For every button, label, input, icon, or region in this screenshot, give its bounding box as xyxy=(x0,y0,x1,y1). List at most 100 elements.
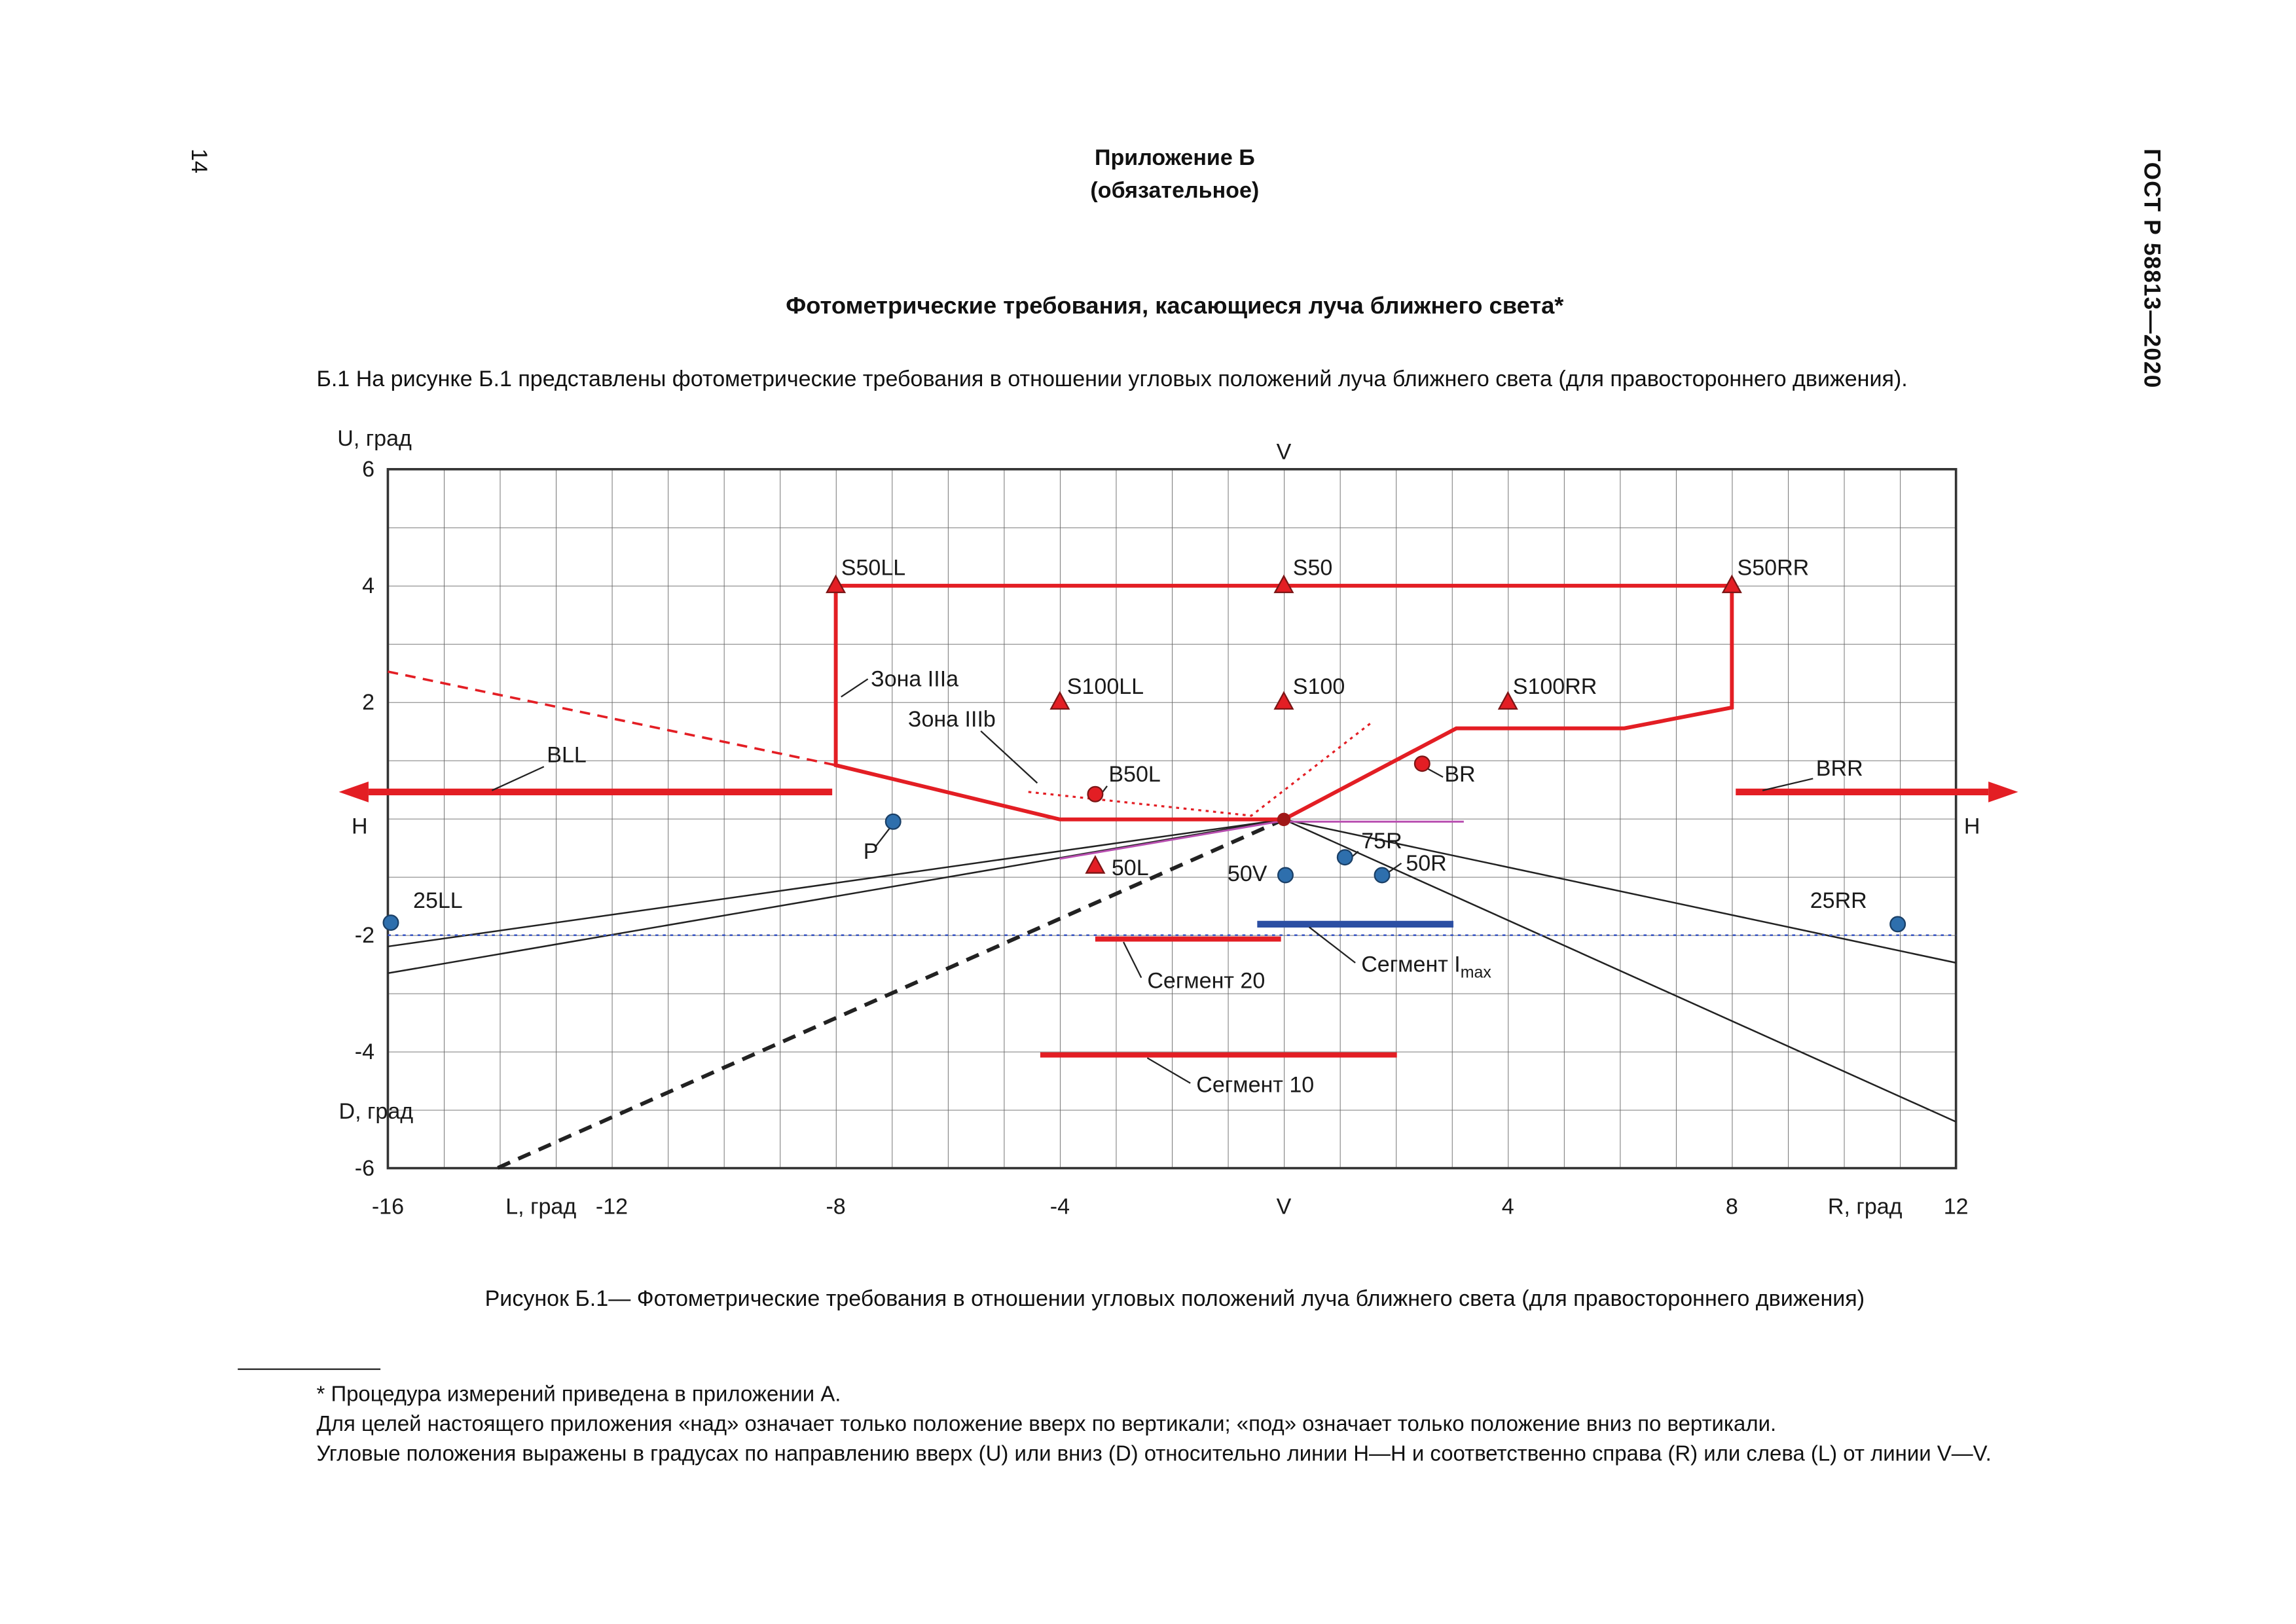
zone3a-leader xyxy=(841,678,869,698)
brr-leader xyxy=(1762,778,1813,791)
50r-label: 50R xyxy=(1406,851,1446,876)
point-s100-marker xyxy=(1273,691,1294,710)
bll-brr-lines xyxy=(338,781,2018,803)
figure-caption: Рисунок Б.1— Фотометрические требования … xyxy=(484,1286,1865,1312)
x-tick-m16: -16 xyxy=(372,1195,404,1219)
y-tick-m6: -6 xyxy=(355,1156,374,1181)
body-paragraph: Б.1 На рисунке Б.1 представлены фотометр… xyxy=(316,367,1908,393)
s50rr-label: S50RR xyxy=(1738,555,1810,580)
y-tick-m4: -4 xyxy=(355,1039,374,1064)
plot-border xyxy=(386,468,1958,1170)
dashed-ground-line xyxy=(497,818,1285,1170)
brr-right-arrow-icon xyxy=(1988,781,2018,803)
point-s50-marker xyxy=(1273,574,1294,594)
br-leader xyxy=(1426,767,1444,778)
bll-leader xyxy=(491,766,545,791)
zone3-boundary-line xyxy=(833,583,1734,821)
reference-lines xyxy=(388,818,1957,1170)
point-25rr-marker xyxy=(1889,916,1906,933)
segment-imax-prefix: Сегмент I xyxy=(1361,952,1461,977)
y-tick-6: 6 xyxy=(362,457,374,482)
point-50l-marker xyxy=(1085,855,1106,874)
segment-imax-subscript: max xyxy=(1461,964,1492,982)
footnote-1: * Процедура измерений приведена в прилож… xyxy=(316,1383,841,1407)
s100ll-label: S100LL xyxy=(1067,674,1144,699)
left-lower-reference-line xyxy=(388,818,1285,975)
s50-label: S50 xyxy=(1293,555,1333,580)
blue-dot-markers xyxy=(382,813,1906,933)
point-labels: S50LL S50 S50RR S100LL S100 S100RR Зона … xyxy=(413,555,1867,1097)
point-s50ll-marker xyxy=(826,574,847,594)
red-triangle-markers xyxy=(826,574,1742,874)
s100rr-label: S100RR xyxy=(1513,674,1597,699)
25rr-label: 25RR xyxy=(1810,888,1867,913)
point-br-marker xyxy=(1413,755,1430,772)
s100-label: S100 xyxy=(1293,674,1345,699)
standard-code: ГОСТ Р 58813—2020 xyxy=(2138,148,2164,389)
x-tick-m8: -8 xyxy=(826,1195,845,1219)
point-s50rr-marker xyxy=(1721,574,1742,594)
b50l-label: B50L xyxy=(1108,762,1160,787)
50v-label: 50V xyxy=(1228,861,1267,886)
p-leader xyxy=(875,827,891,848)
point-50r-marker xyxy=(1374,867,1391,884)
x-tick-4: 4 xyxy=(1502,1195,1514,1219)
point-75r-marker xyxy=(1336,849,1353,866)
segment-imax-leader xyxy=(1309,926,1356,964)
brr-label: BRR xyxy=(1816,756,1863,781)
zone3a-label: Зона IIIa xyxy=(871,667,958,692)
25ll-label: 25LL xyxy=(413,888,463,913)
point-s100rr-marker xyxy=(1497,691,1518,710)
segment-20-leader xyxy=(1123,941,1142,979)
75r-label: 75R xyxy=(1361,829,1402,854)
point-25ll-marker xyxy=(382,914,399,931)
zone3b-dotted-line xyxy=(1028,723,1371,817)
bll-label: BLL xyxy=(547,742,587,767)
section-title: Фотометрические требования, касающиеся л… xyxy=(786,294,1564,320)
bll-left-arrow-icon xyxy=(338,781,369,803)
point-50v-marker xyxy=(1277,867,1294,884)
point-p-marker xyxy=(884,813,902,830)
y-tick-2: 2 xyxy=(362,690,374,715)
appendix-type: (обязательное) xyxy=(1090,177,1260,204)
footnote-3: Угловые положения выражены в градусах по… xyxy=(316,1443,1992,1467)
x-tick-m4: -4 xyxy=(1050,1195,1070,1219)
s50ll-label: S50LL xyxy=(841,555,905,580)
appendix-heading: Приложение Б (обязательное) xyxy=(249,143,2100,208)
zone3a-dashed-line xyxy=(388,670,836,767)
d-axis-label: D, град xyxy=(339,1099,414,1124)
h-right-label: H xyxy=(1964,814,1980,839)
y-tick-labels: 6 4 2 -2 -4 -6 xyxy=(355,457,374,1181)
x-tick-labels: -16 L, град -12 -8 -4 V 4 8 R, град 12 xyxy=(372,1195,1969,1219)
left-upper-reference-line xyxy=(388,818,1285,948)
x-tick-8: 8 xyxy=(1726,1195,1738,1219)
y-tick-m2: -2 xyxy=(355,923,374,948)
h-left-label: H xyxy=(352,814,368,839)
segment-10-leader xyxy=(1146,1057,1191,1084)
appendix-title: Приложение Б xyxy=(1094,145,1255,171)
p-label: P xyxy=(864,839,879,864)
y-tick-4: 4 xyxy=(362,573,374,598)
br-label: BR xyxy=(1444,762,1475,787)
x-tick-m12: -12 xyxy=(596,1195,628,1219)
x-tick-v: V xyxy=(1277,1195,1292,1219)
footnote-rule xyxy=(238,1368,381,1370)
50l-label: 50L xyxy=(1112,856,1149,880)
u-axis-label: U, град xyxy=(337,426,412,451)
right-upper-reference-line xyxy=(1283,818,1956,964)
right-lower-reference-line xyxy=(1283,818,1957,1123)
v-top-label: V xyxy=(1277,439,1292,464)
page-number: 14 xyxy=(185,148,211,173)
footnote-2: Для целей настоящего приложения «над» оз… xyxy=(316,1413,1777,1437)
segment-10-label: Сегмент 10 xyxy=(1196,1072,1314,1097)
point-b50l-marker xyxy=(1087,785,1104,803)
zone3b-leader xyxy=(980,730,1038,784)
r-axis-label: R, град xyxy=(1828,1195,1903,1219)
l-axis-label: L, град xyxy=(505,1195,576,1219)
segment-20-label: Сегмент 20 xyxy=(1147,968,1265,993)
zone3b-label: Зона IIIb xyxy=(908,707,996,732)
segment-imax-label: Сегмент Imax xyxy=(1361,952,1491,982)
x-tick-12: 12 xyxy=(1944,1195,1969,1219)
